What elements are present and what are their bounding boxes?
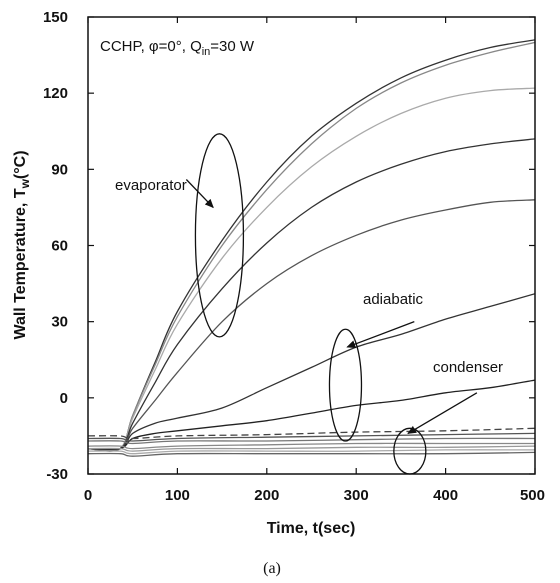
data-series-group (88, 39, 535, 457)
series-line-evaporator-0 (88, 39, 535, 452)
series-line-condenser-9 (88, 437, 535, 445)
x-tick-label: 500 (520, 487, 545, 504)
evaporator-arrow (185, 179, 214, 209)
series-line-condenser-10 (88, 442, 535, 450)
y-tick-label: 90 (51, 161, 68, 178)
annotation-text: CCHP, φ=0°, Q (100, 38, 202, 55)
series-line-evaporator-4 (88, 199, 535, 451)
series-line-evaporator-2 (88, 87, 535, 452)
figure-caption: (a) (263, 560, 281, 577)
x-axis-label: Time, t(sec) (267, 520, 356, 537)
series-line-condenser-11 (88, 445, 535, 452)
x-tick-label: 100 (165, 487, 190, 504)
x-tick-label: 400 (433, 487, 458, 504)
annotation-subscript: in (202, 46, 211, 58)
condenser-arrow (407, 392, 478, 434)
series-line-condenser-8 (88, 432, 535, 442)
y-tick-label: 30 (51, 314, 68, 331)
chart-annotation: CCHP, φ=0°, Qin=30 W (100, 38, 255, 58)
y-tick-label: 120 (43, 85, 68, 102)
y-axis-label-sub: w (18, 178, 32, 189)
label-evaporator: evaporator (115, 177, 187, 194)
series-line-condenser-7 (88, 427, 535, 440)
y-axis-label-unit: (°C) (12, 150, 29, 179)
x-tick-label: 200 (254, 487, 279, 504)
plot-frame (87, 16, 536, 475)
annotation-tail: =30 W (210, 38, 255, 55)
adiabatic-arrow (346, 321, 415, 348)
series-line-condenser-12 (88, 449, 535, 455)
region-ellipse-group (194, 133, 427, 475)
y-tick-label: 0 (60, 390, 68, 407)
series-line-evaporator-1 (88, 41, 535, 452)
series-line-condenser-13 (88, 451, 535, 457)
y-axis-label-main: Wall Temperature, T (12, 188, 29, 339)
y-tick-label: -30 (46, 466, 68, 483)
label-condenser: condenser (433, 359, 503, 376)
y-tick-label: 60 (51, 238, 68, 255)
y-axis-ticks: -30 0 30 60 90 120 150 (43, 9, 535, 483)
region-arrow-group (185, 179, 478, 434)
series-line-adiabatic-5 (88, 293, 535, 451)
label-adiabatic: adiabatic (363, 291, 424, 308)
evaporator-ellipse (194, 133, 245, 338)
series-line-evaporator-3 (88, 138, 535, 452)
x-axis-ticks: 0 100 200 300 400 500 (84, 17, 545, 504)
x-tick-label: 0 (84, 487, 92, 504)
y-tick-label: 150 (43, 9, 68, 26)
x-tick-label: 300 (344, 487, 369, 504)
adiabatic-ellipse (328, 328, 363, 442)
y-axis-label: Wall Temperature, Tw(°C) (12, 150, 32, 339)
